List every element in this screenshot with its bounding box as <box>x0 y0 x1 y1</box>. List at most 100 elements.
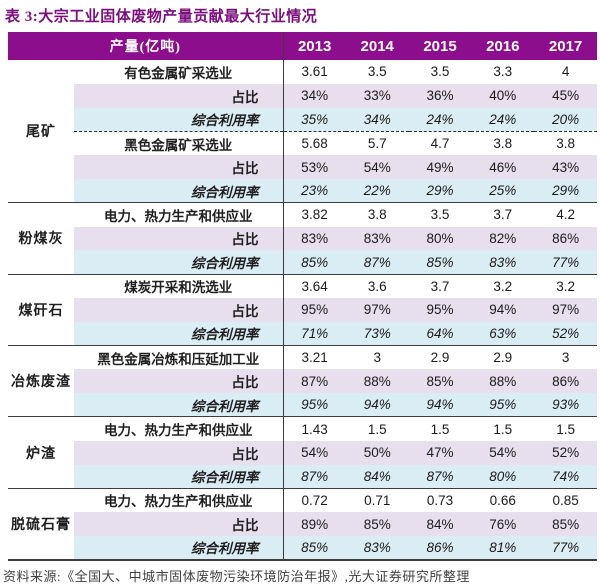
industry-label: 电力、热力生产和供应业 <box>74 416 284 441</box>
production-value: 3.21 <box>282 345 346 370</box>
table-row: 粉煤灰 电力、热力生产和供应业 3.82 3.8 3.5 3.7 4.2 <box>8 202 597 275</box>
utilization-label: 综合利用率 <box>74 107 284 132</box>
share-value: 43% <box>534 155 597 179</box>
share-value: 36% <box>408 83 472 108</box>
table-row: 尾矿 有色金属矿采选业 3.61 3.5 3.5 3.3 4 <box>8 60 597 203</box>
utilization-value: 24% <box>408 107 472 132</box>
table-row: 黑色金属矿采选业 5.68 5.7 4.7 3.8 3.8 <box>8 130 597 156</box>
production-value: 4.2 <box>534 202 597 227</box>
utilization-value: 94% <box>408 393 472 417</box>
production-value: 1.43 <box>282 416 346 441</box>
production-value: 0.66 <box>471 487 535 513</box>
utilization-value: 87% <box>345 250 409 275</box>
utilization-value: 71% <box>282 321 346 346</box>
industry-label: 有色金属矿采选业 <box>124 65 233 81</box>
production-value: 3.5 <box>408 202 472 227</box>
share-value: 89% <box>282 512 346 536</box>
industry-label: 煤炭开采和洗选业 <box>74 273 284 298</box>
waste-category-label: 煤矸石 <box>8 273 74 346</box>
table-row: 煤矸石 煤炭开采和洗选业 3.64 3.6 3.7 3.2 3.2 <box>8 273 597 346</box>
utilization-label: 综合利用率 <box>74 178 284 203</box>
industry-label: 黑色金属矿采选业 <box>74 130 284 156</box>
share-label: 占比 <box>74 297 284 322</box>
utilization-value: 25% <box>471 178 535 203</box>
share-value: 85% <box>408 369 472 394</box>
share-value: 86% <box>534 226 597 251</box>
share-value: 97% <box>534 297 597 322</box>
utilization-value: 77% <box>534 535 597 560</box>
production-value: 3.5 <box>430 64 450 80</box>
table-row: 占比 95% 97% 95% 94% 97% <box>8 297 597 322</box>
share-label: 占比 <box>74 512 284 536</box>
utilization-value: 77% <box>534 250 597 275</box>
production-value: 1.5 <box>534 416 597 441</box>
waste-category-label: 冶炼废渣 <box>8 345 74 417</box>
waste-production-table: 产量(亿吨) 2013 2014 2015 2016 2017 尾矿 有色金属矿采选业 3.… <box>8 32 597 561</box>
share-value: 34% <box>282 83 346 108</box>
utilization-value: 24% <box>471 107 535 132</box>
utilization-value: 85% <box>282 250 346 275</box>
share-value: 86% <box>534 369 597 394</box>
production-value: 0.73 <box>408 487 472 513</box>
share-value: 82% <box>471 226 535 251</box>
share-value: 45% <box>534 83 597 108</box>
utilization-label: 综合利用率 <box>74 250 284 275</box>
production-value: 4.7 <box>408 130 472 156</box>
table-row: 占比 53% 54% 49% 46% 43% <box>8 155 597 179</box>
production-value: 3.8 <box>471 130 535 156</box>
table-row: 综合利用率 87% 84% 87% 80% 74% <box>8 464 597 489</box>
table-row: 占比 34% 33% 36% 40% 45% <box>8 83 597 108</box>
utilization-label: 综合利用率 <box>74 393 284 417</box>
utilization-value: 20% <box>534 107 597 132</box>
utilization-value: 22% <box>345 178 409 203</box>
table-title: 表 3:大宗工业固体废物产量贡献最大行业情况 <box>5 9 318 25</box>
column-header-production-unit: 产量(亿吨) <box>8 32 284 60</box>
production-value: 3.8 <box>534 130 597 156</box>
share-value: 83% <box>282 226 346 251</box>
production-value: 1.5 <box>345 416 409 441</box>
share-value: 54% <box>345 155 409 179</box>
production-value: 3.5 <box>367 64 387 80</box>
production-value: 3.7 <box>408 273 472 298</box>
production-value: 5.68 <box>282 130 346 156</box>
production-value: 0.85 <box>534 487 597 513</box>
production-value: 3 <box>345 345 409 370</box>
utilization-value: 34% <box>345 107 409 132</box>
share-label: 占比 <box>74 83 284 108</box>
share-value: 80% <box>408 226 472 251</box>
utilization-value: 63% <box>471 321 535 346</box>
utilization-value: 73% <box>345 321 409 346</box>
utilization-value: 93% <box>534 393 597 417</box>
production-value: 3.3 <box>493 64 513 80</box>
table-row: 炉渣 电力、热力生产和供应业 1.43 1.5 1.5 1.5 1.5 <box>8 416 597 489</box>
utilization-value: 81% <box>471 535 535 560</box>
utilization-value: 87% <box>282 464 346 489</box>
production-value: 1.5 <box>471 416 535 441</box>
table-row: 综合利用率 35% 34% 24% 24% 20% <box>8 107 597 132</box>
waste-category-label: 粉煤灰 <box>8 202 74 275</box>
share-value: 47% <box>408 440 472 465</box>
industry-label: 黑色金属冶炼和压延加工业 <box>74 345 284 370</box>
share-value: 83% <box>345 226 409 251</box>
share-value: 95% <box>282 297 346 322</box>
share-value: 97% <box>345 297 409 322</box>
share-value: 49% <box>408 155 472 179</box>
share-value: 54% <box>471 440 535 465</box>
utilization-value: 85% <box>408 250 472 275</box>
production-value: 3.61 <box>282 60 346 84</box>
table-row: 占比 89% 85% 84% 76% 85% <box>8 512 597 536</box>
production-value: 2.9 <box>471 345 535 370</box>
utilization-value: 95% <box>282 393 346 417</box>
share-value: 52% <box>534 440 597 465</box>
header-row: 产量(亿吨) 2013 2014 2015 2016 2017 <box>8 32 597 60</box>
utilization-value: 86% <box>408 535 472 560</box>
utilization-value: 80% <box>471 464 535 489</box>
production-value: 3.6 <box>345 273 409 298</box>
column-header-year-2014: 2014 <box>345 32 409 60</box>
share-value: 54% <box>282 440 346 465</box>
utilization-label: 综合利用率 <box>74 321 284 346</box>
share-value: 85% <box>534 512 597 536</box>
utilization-value: 29% <box>408 178 472 203</box>
share-value: 88% <box>345 369 409 394</box>
